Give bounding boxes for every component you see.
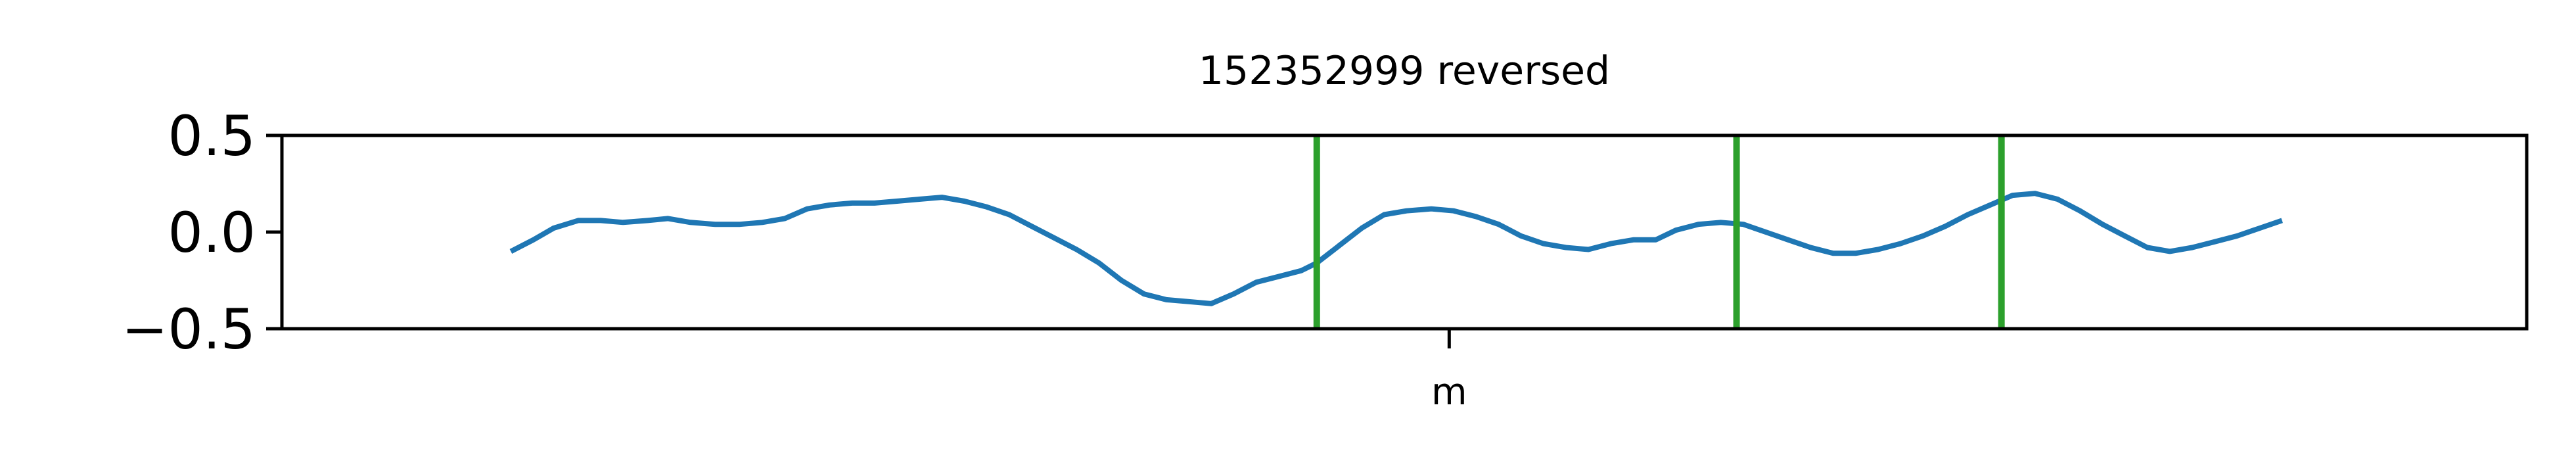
axes: 0.5 0.0 −0.5 m	[122, 104, 2529, 414]
x-tick-label-0: m	[1431, 371, 1467, 414]
plot-area	[509, 135, 2283, 329]
chart-title: 152352999 reversed	[1199, 48, 1610, 94]
y-tick-label-1: 0.0	[168, 201, 256, 265]
y-tick-label-0: 0.5	[168, 104, 256, 168]
y-tick-label-2: −0.5	[122, 297, 256, 362]
series-line-0	[509, 191, 2283, 306]
